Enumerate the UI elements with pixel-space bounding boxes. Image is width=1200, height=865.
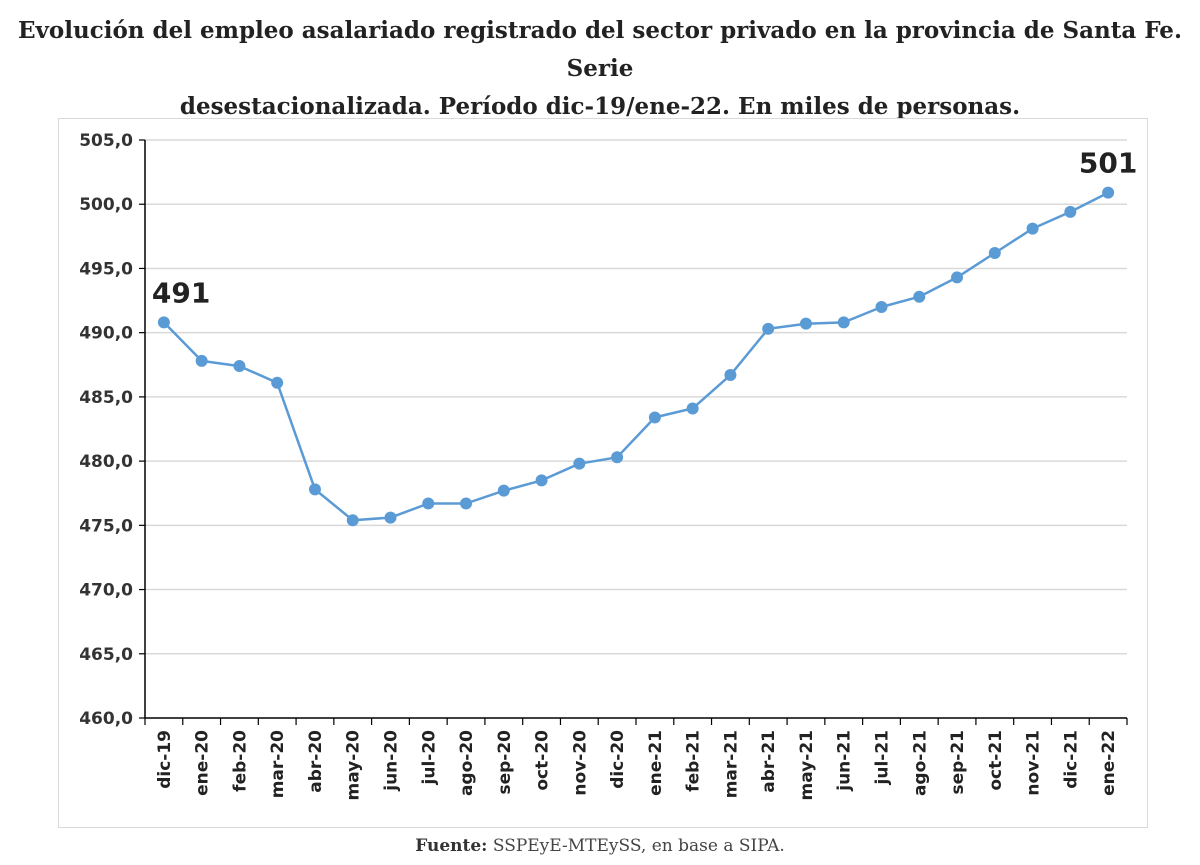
data-point (384, 511, 397, 524)
data-point (724, 369, 737, 382)
x-tick-label: ene-20 (193, 730, 213, 796)
x-tick-label: abr-21 (759, 730, 779, 793)
source-text: SSPEyE-MTEySS, en base a SIPA. (487, 836, 785, 856)
data-point (157, 316, 170, 329)
x-tick-label: jul-20 (419, 730, 439, 786)
x-tick-label: mar-21 (721, 730, 741, 798)
data-point (497, 484, 510, 497)
data-point (1102, 186, 1115, 199)
data-point (988, 247, 1001, 260)
x-tick-label: dic-21 (1061, 730, 1081, 789)
data-point (648, 411, 661, 424)
data-label: 501 (1079, 147, 1137, 180)
x-tick-label: sep-20 (495, 730, 515, 795)
data-point (762, 322, 775, 335)
data-point (460, 497, 473, 510)
data-point (233, 360, 246, 373)
data-point (346, 514, 359, 527)
x-tick-label: nov-20 (570, 730, 590, 796)
data-point (611, 451, 624, 464)
x-tick-label: ene-22 (1099, 730, 1119, 796)
x-tick-label: dic-19 (155, 730, 175, 789)
source-note: Fuente: SSPEyE-MTEySS, en base a SIPA. (0, 836, 1200, 856)
data-point (837, 316, 850, 329)
x-tick-label: sep-21 (948, 730, 968, 795)
x-tick-label: feb-21 (684, 730, 704, 792)
x-tick-label: ene-21 (646, 730, 666, 796)
data-label: 491 (152, 276, 210, 309)
x-tick-label: feb-20 (230, 730, 250, 792)
x-tick-label: jun-21 (835, 730, 855, 792)
source-label: Fuente: (415, 836, 488, 856)
chart-title-line-2: desestacionalizada. Período dic-19/ene-2… (179, 93, 1021, 120)
data-point (913, 290, 926, 303)
data-point (573, 457, 586, 470)
x-tick-label: may-20 (344, 730, 364, 801)
x-tick-label: ago-21 (910, 730, 930, 796)
data-point (1026, 222, 1039, 235)
y-tick-label: 490,0 (79, 324, 133, 344)
y-tick-label: 465,0 (79, 645, 133, 665)
data-point (535, 474, 548, 487)
y-tick-label: 485,0 (79, 388, 133, 408)
x-tick-label: abr-20 (306, 730, 326, 793)
y-tick-label: 475,0 (79, 516, 133, 536)
data-point (308, 483, 321, 496)
data-point (799, 317, 812, 330)
x-tick-label: nov-21 (1024, 730, 1044, 796)
data-point (875, 300, 888, 313)
data-point (686, 402, 699, 415)
x-tick-label: dic-20 (608, 730, 628, 789)
x-tick-label: jul-21 (873, 730, 893, 785)
y-tick-label: 495,0 (79, 259, 133, 279)
y-tick-label: 460,0 (79, 709, 133, 729)
y-tick-label: 480,0 (79, 452, 133, 472)
data-point (422, 497, 435, 510)
data-point (951, 271, 964, 284)
x-tick-label: ago-20 (457, 730, 477, 796)
x-tick-label: mar-20 (268, 730, 288, 798)
chart-title-line-1: Evolución del empleo asalariado registra… (18, 17, 1182, 82)
x-tick-label: jun-20 (382, 730, 402, 792)
series-line (163, 191, 1109, 522)
chart-title: Evolución del empleo asalariado registra… (0, 12, 1200, 126)
y-tick-label: 470,0 (79, 581, 133, 601)
data-point (271, 376, 284, 389)
y-tick-label: 505,0 (79, 131, 133, 151)
y-tick-label: 500,0 (79, 195, 133, 215)
data-point (195, 354, 208, 367)
data-point (1064, 205, 1077, 218)
chart-frame (58, 118, 1148, 828)
x-tick-label: may-21 (797, 730, 817, 800)
x-tick-label: oct-20 (533, 730, 553, 791)
x-tick-label: oct-21 (986, 730, 1006, 791)
